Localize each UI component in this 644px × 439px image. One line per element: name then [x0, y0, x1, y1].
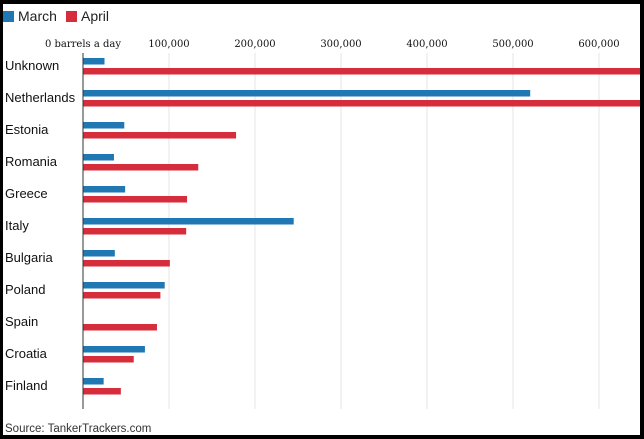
bar-march-bulgaria: [83, 250, 115, 257]
bar-april-spain: [83, 324, 157, 331]
bar-april-poland: [83, 292, 161, 299]
bars: [83, 58, 640, 395]
bar-april-croatia: [83, 356, 134, 363]
category-label-romania: Romania: [5, 154, 58, 169]
chart-panel: March April 0 barrels a day 100,000 200,000…: [3, 4, 640, 435]
x-tick-label: 400,000: [406, 39, 447, 50]
category-label-poland: Poland: [5, 282, 45, 297]
x-tick-label: 300,000: [320, 39, 361, 50]
bar-march-unknown: [83, 58, 105, 65]
category-label-greece: Greece: [5, 186, 48, 201]
category-label-italy: Italy: [5, 218, 29, 233]
bar-chart: March April 0 barrels a day 100,000 200,000…: [3, 8, 640, 435]
x-axis-ticks: 0 barrels a day 100,000 200,000 300,000 400,…: [45, 39, 620, 50]
bar-march-greece: [83, 186, 126, 193]
gridlines: [168, 53, 600, 409]
bar-march-estonia: [83, 122, 125, 129]
category-label-unknown: Unknown: [5, 58, 59, 73]
x-tick-label: 100,000: [148, 39, 189, 50]
legend: March April: [3, 8, 109, 24]
bar-march-croatia: [83, 346, 145, 353]
bar-april-greece: [83, 196, 188, 203]
x-tick-label: 0 barrels a day: [45, 39, 121, 50]
bar-april-netherlands: [83, 100, 640, 107]
category-label-spain: Spain: [5, 314, 38, 329]
bar-march-italy: [83, 218, 294, 225]
x-tick-label: 500,000: [492, 39, 533, 50]
category-label-croatia: Croatia: [5, 346, 48, 361]
x-tick-label: 200,000: [234, 39, 275, 50]
category-label-bulgaria: Bulgaria: [5, 250, 53, 265]
bar-april-finland: [83, 388, 121, 395]
category-label-netherlands: Netherlands: [5, 90, 76, 105]
bar-april-romania: [83, 164, 199, 171]
legend-swatch-april: [66, 11, 77, 22]
category-label-estonia: Estonia: [5, 122, 49, 137]
legend-label-march: March: [18, 8, 57, 24]
bar-april-estonia: [83, 132, 237, 139]
bar-april-italy: [83, 228, 187, 235]
x-tick-label: 600,000: [578, 39, 619, 50]
category-label-finland: Finland: [5, 378, 48, 393]
bar-march-poland: [83, 282, 165, 289]
legend-swatch-march: [3, 11, 14, 22]
bar-march-finland: [83, 378, 104, 385]
category-labels: Unknown Netherlands Estonia Romania Greece It…: [5, 58, 76, 393]
bar-march-netherlands: [83, 90, 531, 97]
bar-march-romania: [83, 154, 114, 161]
source-label: Source: TankerTrackers.com: [5, 423, 151, 435]
bar-april-unknown: [83, 68, 640, 75]
bar-april-bulgaria: [83, 260, 170, 267]
legend-label-april: April: [81, 8, 109, 24]
